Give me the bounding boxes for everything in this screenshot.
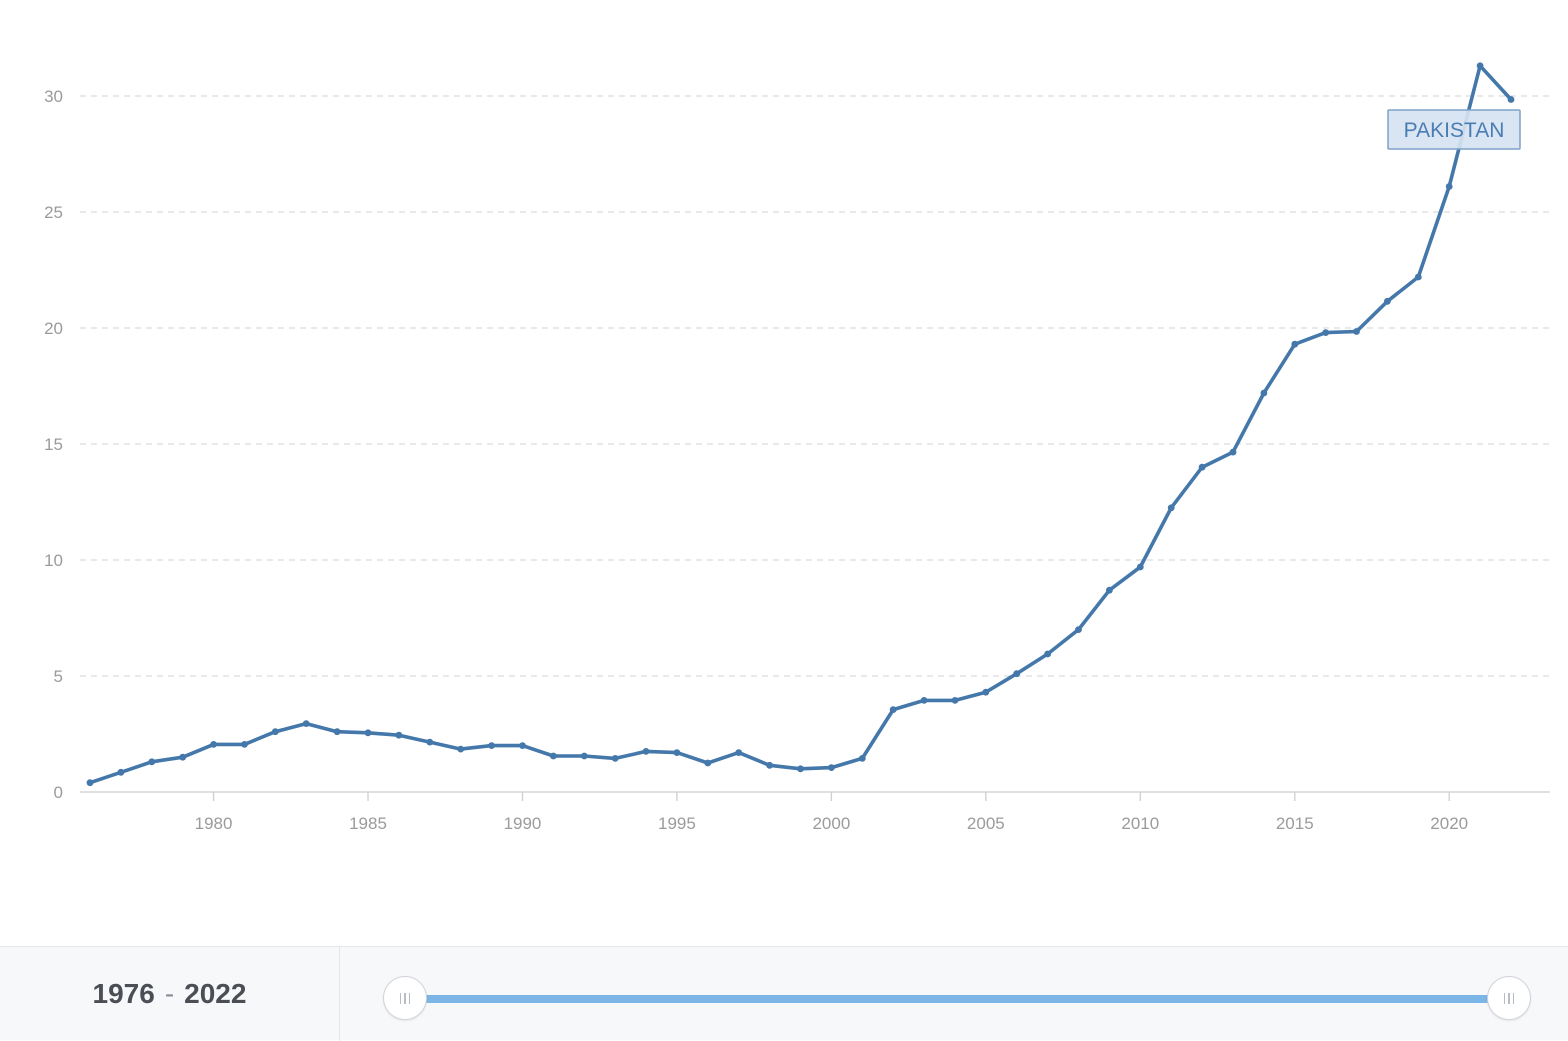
data-point[interactable] xyxy=(951,697,959,704)
data-point[interactable] xyxy=(1476,62,1484,70)
data-point[interactable] xyxy=(241,741,248,748)
data-point[interactable] xyxy=(1075,626,1082,633)
data-point[interactable] xyxy=(364,729,372,737)
data-point[interactable] xyxy=(611,755,619,762)
y-axis-tick-labels: 0 5 10 15 20 25 30 xyxy=(44,87,63,802)
data-point[interactable] xyxy=(580,752,588,760)
data-point[interactable] xyxy=(797,765,804,773)
data-point[interactable] xyxy=(1013,670,1021,678)
data-point[interactable] xyxy=(1136,563,1144,571)
x-tick-label: 2010 xyxy=(1121,814,1159,833)
data-point[interactable] xyxy=(1106,586,1113,594)
data-point[interactable] xyxy=(333,728,341,736)
data-point[interactable] xyxy=(858,755,866,762)
data-point[interactable] xyxy=(1507,96,1515,103)
chart-area: 0 5 10 15 20 25 30 1980 1985 1990 1995 2000 2005 201… xyxy=(44,62,1550,833)
data-point[interactable] xyxy=(766,761,773,769)
range-start-year: 1976 xyxy=(92,978,155,1009)
data-point[interactable] xyxy=(488,742,495,749)
y-tick-label: 10 xyxy=(44,551,63,570)
data-point[interactable] xyxy=(519,742,526,749)
x-tick-label: 1990 xyxy=(504,814,542,833)
x-tick-label: 2000 xyxy=(812,814,850,833)
x-tick-label: 2015 xyxy=(1276,814,1314,833)
series-label-pakistan: PAKISTAN xyxy=(1387,109,1521,150)
data-point[interactable] xyxy=(1353,328,1360,335)
data-point[interactable] xyxy=(86,779,94,787)
data-point[interactable] xyxy=(1167,504,1175,512)
line-chart: 0 5 10 15 20 25 30 1980 1985 1990 1995 2000 2005 201… xyxy=(44,62,1550,833)
data-point[interactable] xyxy=(179,753,187,761)
x-tick-label: 1980 xyxy=(195,814,233,833)
range-slider-end-handle[interactable] xyxy=(1487,976,1531,1020)
range-slider-start-handle[interactable] xyxy=(383,976,427,1020)
data-point[interactable] xyxy=(982,688,990,696)
y-tick-label: 5 xyxy=(54,667,63,686)
data-point[interactable] xyxy=(1414,273,1422,281)
data-point[interactable] xyxy=(1260,389,1268,397)
data-point[interactable] xyxy=(735,749,743,756)
range-slider-track[interactable] xyxy=(405,995,1509,1003)
data-point[interactable] xyxy=(642,748,650,755)
data-point[interactable] xyxy=(1044,650,1051,658)
data-point[interactable] xyxy=(704,759,712,767)
year-range-selector: 1976 - 2022 xyxy=(0,946,1568,1041)
data-point[interactable] xyxy=(1445,183,1453,190)
data-point[interactable] xyxy=(1198,463,1206,471)
data-point[interactable] xyxy=(550,752,557,760)
data-point[interactable] xyxy=(457,745,465,753)
data-point[interactable] xyxy=(1322,329,1330,336)
x-axis: 1980 1985 1990 1995 2000 2005 2010 2015 2020 xyxy=(195,792,1468,833)
data-point[interactable] xyxy=(920,697,928,704)
x-tick-label: 1985 xyxy=(349,814,387,833)
data-point[interactable] xyxy=(117,768,125,776)
range-separator: - xyxy=(164,978,175,1009)
data-point[interactable] xyxy=(271,728,279,736)
data-point[interactable] xyxy=(210,741,218,748)
range-slider-fill xyxy=(405,995,1509,1003)
data-point[interactable] xyxy=(1291,340,1299,348)
data-point[interactable] xyxy=(426,738,434,746)
data-point[interactable] xyxy=(1384,297,1391,305)
data-point[interactable] xyxy=(673,749,681,756)
data-point[interactable] xyxy=(148,758,156,766)
gridlines xyxy=(80,95,1550,793)
series-label-box xyxy=(1387,109,1521,150)
y-tick-label: 0 xyxy=(54,783,63,802)
x-tick-label: 1995 xyxy=(658,814,696,833)
data-point[interactable] xyxy=(302,720,310,727)
y-tick-label: 30 xyxy=(44,87,63,106)
y-tick-label: 15 xyxy=(44,435,63,454)
y-tick-label: 25 xyxy=(44,203,63,222)
x-tick-label: 2005 xyxy=(967,814,1005,833)
data-point[interactable] xyxy=(395,731,403,739)
series-line xyxy=(88,64,1513,785)
year-range-readout: 1976 - 2022 xyxy=(0,947,340,1041)
data-point[interactable] xyxy=(889,706,897,713)
y-tick-label: 20 xyxy=(44,319,63,338)
series-label-text: PAKISTAN xyxy=(1404,119,1505,142)
x-tick-label: 2020 xyxy=(1430,814,1468,833)
grip-icon xyxy=(1503,992,1515,1004)
grip-icon xyxy=(399,992,411,1004)
data-point[interactable] xyxy=(828,764,835,771)
series-pakistan xyxy=(86,62,1515,787)
data-point[interactable] xyxy=(1229,448,1237,456)
range-end-year: 2022 xyxy=(184,978,247,1009)
